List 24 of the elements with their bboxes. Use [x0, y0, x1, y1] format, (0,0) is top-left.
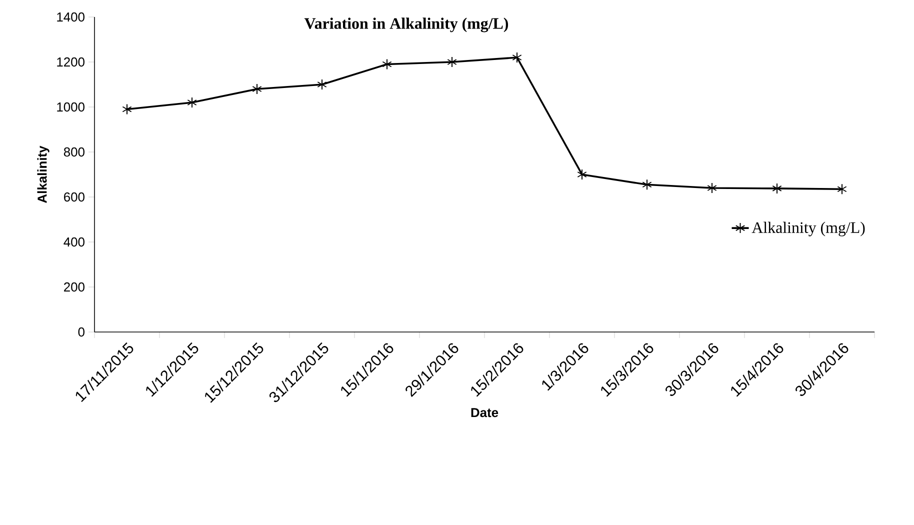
y-tick-label: 1000	[57, 102, 84, 112]
y-tick-label: 400	[64, 237, 84, 247]
point	[512, 52, 522, 63]
point	[837, 184, 847, 195]
point	[577, 168, 587, 180]
point	[772, 182, 782, 194]
point	[642, 179, 652, 190]
y-tick-label: 200	[64, 282, 84, 292]
y-tick-label: 1200	[57, 57, 84, 67]
point	[252, 83, 262, 94]
legend-label: Alkalinity (mg/L)	[752, 222, 865, 236]
y-tick-label: 1400	[57, 12, 84, 22]
y-tick-label: 0	[78, 327, 84, 337]
chart-title: Variation in Alkalinity (mg/L)	[304, 18, 508, 32]
point	[447, 56, 457, 68]
y-tick-label: 800	[64, 147, 84, 157]
y-axis-title: Alkalinity	[37, 146, 50, 203]
y-tick-label: 600	[64, 192, 84, 202]
point	[187, 96, 197, 108]
point	[707, 182, 717, 194]
x-axis-title: Date	[471, 408, 498, 418]
point	[382, 58, 392, 70]
point	[122, 104, 132, 115]
point	[317, 78, 327, 90]
